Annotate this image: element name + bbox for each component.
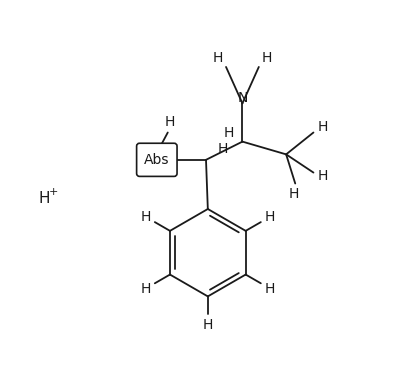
Text: H: H: [288, 188, 299, 201]
Text: N: N: [237, 91, 248, 105]
Text: H: H: [317, 169, 328, 183]
Text: H: H: [164, 115, 175, 129]
Text: Abs: Abs: [144, 153, 170, 167]
Text: H: H: [265, 282, 276, 296]
Text: +: +: [48, 186, 58, 196]
Text: H: H: [223, 126, 234, 139]
Text: H: H: [262, 51, 272, 65]
Text: H: H: [140, 210, 150, 224]
FancyBboxPatch shape: [137, 143, 177, 177]
Text: H: H: [213, 51, 223, 65]
Text: H: H: [203, 318, 213, 332]
Text: H: H: [38, 190, 50, 206]
Text: H: H: [265, 210, 276, 224]
Text: H: H: [317, 120, 328, 134]
Text: H: H: [217, 142, 227, 156]
Text: H: H: [140, 282, 150, 296]
